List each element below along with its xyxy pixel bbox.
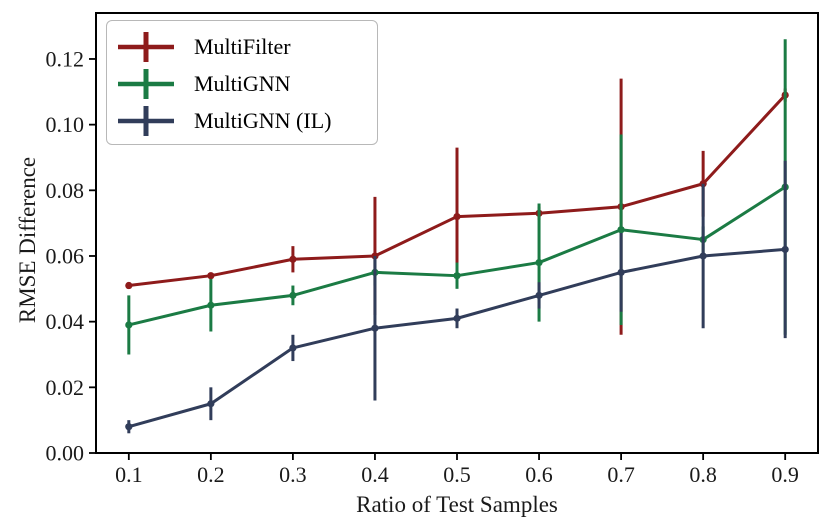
legend-item-multifilter: MultiFilter xyxy=(117,28,377,65)
x-tick-label: 0.2 xyxy=(197,462,225,487)
y-tick-label: 0.10 xyxy=(46,112,85,137)
x-axis-label: Ratio of Test Samples xyxy=(356,492,558,517)
y-tick-label: 0.04 xyxy=(46,309,85,334)
errorbar-marker-icon xyxy=(118,68,174,99)
y-tick-label: 0.02 xyxy=(46,375,85,400)
data-point-marker xyxy=(207,400,215,408)
data-point-marker xyxy=(453,272,461,280)
data-point-marker xyxy=(453,212,461,221)
x-tick-label: 0.6 xyxy=(525,462,553,487)
legend-label: MultiFilter xyxy=(194,33,291,59)
y-tick-label: 0.12 xyxy=(46,46,85,71)
data-point-marker xyxy=(453,314,461,322)
chart-legend: MultiFilter MultiGNN MultiGNN (IL) xyxy=(106,20,378,145)
data-point-marker xyxy=(125,281,133,290)
data-point-marker xyxy=(125,321,133,329)
data-point-marker xyxy=(207,272,215,280)
data-point-marker xyxy=(617,268,625,277)
data-point-marker xyxy=(535,291,543,299)
data-point-marker xyxy=(289,255,297,263)
x-tick-label: 0.5 xyxy=(443,462,471,487)
data-point-marker xyxy=(699,180,707,188)
data-point-marker xyxy=(535,258,543,267)
data-point-marker xyxy=(125,423,133,431)
legend-label: MultiGNN xyxy=(194,70,291,96)
data-point-marker xyxy=(699,252,707,260)
x-tick-label: 0.4 xyxy=(361,462,389,487)
data-point-marker xyxy=(289,344,297,352)
legend-item-multignn-il: MultiGNN (IL) xyxy=(117,102,377,139)
legend-label: MultiGNN (IL) xyxy=(194,107,332,133)
y-tick-label: 0.06 xyxy=(46,243,85,268)
y-tick-label: 0.08 xyxy=(46,178,85,203)
data-point-marker xyxy=(371,324,379,332)
data-point-marker xyxy=(781,245,789,254)
y-axis-label: RMSE Difference xyxy=(15,156,40,324)
x-tick-label: 0.7 xyxy=(607,462,635,487)
data-point-marker xyxy=(617,226,625,234)
data-point-marker xyxy=(289,291,297,299)
legend-item-multignn: MultiGNN xyxy=(117,65,377,102)
x-tick-label: 0.8 xyxy=(689,462,717,487)
plot-frame xyxy=(95,12,819,454)
errorbar-marker-icon xyxy=(118,31,174,62)
x-tick-label: 0.9 xyxy=(771,462,799,487)
x-tick-label: 0.3 xyxy=(279,462,307,487)
errorbar-marker-icon xyxy=(118,105,174,136)
y-tick-label: 0.00 xyxy=(46,441,85,466)
data-point-marker xyxy=(207,301,215,309)
x-tick-label: 0.1 xyxy=(115,462,143,487)
